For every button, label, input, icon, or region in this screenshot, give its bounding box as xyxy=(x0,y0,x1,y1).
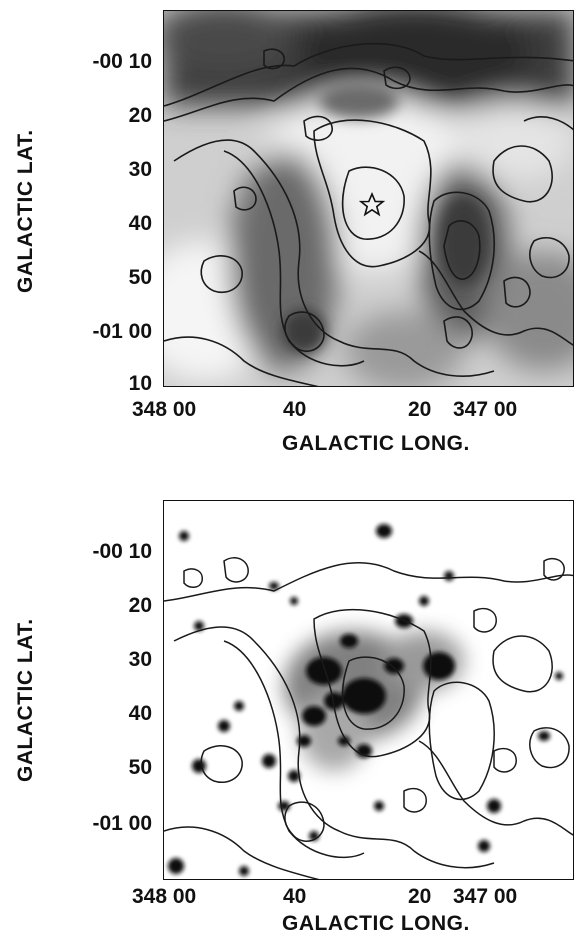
top-contour-lines xyxy=(164,42,573,386)
top-lat-tick: -00 10 xyxy=(92,50,152,73)
bottom-lon-tick: 347 00 xyxy=(453,885,518,908)
bottom-y-axis-title: GALACTIC LAT. xyxy=(14,618,37,782)
bottom-lat-tick: -01 00 xyxy=(92,812,152,835)
bottom-lat-tick: 20 xyxy=(128,594,152,617)
bottom-lon-tick: 40 xyxy=(283,885,307,908)
star-marker-icon xyxy=(358,191,386,217)
bottom-lat-tick: 40 xyxy=(128,702,152,725)
bottom-x-axis-title: GALACTIC LONG. xyxy=(282,912,470,935)
bottom-contour-lines xyxy=(164,557,573,879)
top-y-axis-title: GALACTIC LAT. xyxy=(14,129,37,293)
top-lon-tick: 348 00 xyxy=(132,398,197,421)
bottom-lat-tick: -00 10 xyxy=(92,540,152,563)
top-grayscale-map xyxy=(164,11,573,386)
bottom-lat-tick: 30 xyxy=(128,648,152,671)
bottom-plot-area xyxy=(163,500,574,880)
top-lat-tick: 40 xyxy=(128,212,152,235)
bottom-overlay-map xyxy=(164,501,573,879)
top-lat-tick: 50 xyxy=(128,266,152,289)
top-lon-tick: 20 xyxy=(408,398,432,421)
bottom-lon-tick: 20 xyxy=(408,885,432,908)
top-lat-tick: 30 xyxy=(128,158,152,181)
top-plot-area xyxy=(163,10,574,387)
top-panel: -00 10 20 30 40 50 -01 00 10 348 00 40 2… xyxy=(14,10,574,455)
bottom-panel: -00 10 20 30 40 50 -01 00 348 00 40 20 3… xyxy=(0,480,574,942)
top-lon-tick: 40 xyxy=(283,398,307,421)
bottom-lon-tick: 348 00 xyxy=(132,885,197,908)
top-lat-tick: -01 00 xyxy=(92,320,152,343)
bottom-lat-tick: 50 xyxy=(128,756,152,779)
top-x-axis-title: GALACTIC LONG. xyxy=(282,432,470,455)
bottom-source-blobs xyxy=(168,524,563,876)
top-lat-tick: 20 xyxy=(128,104,152,127)
top-lat-tick: 10 xyxy=(128,372,152,395)
top-lon-tick: 347 00 xyxy=(453,398,518,421)
